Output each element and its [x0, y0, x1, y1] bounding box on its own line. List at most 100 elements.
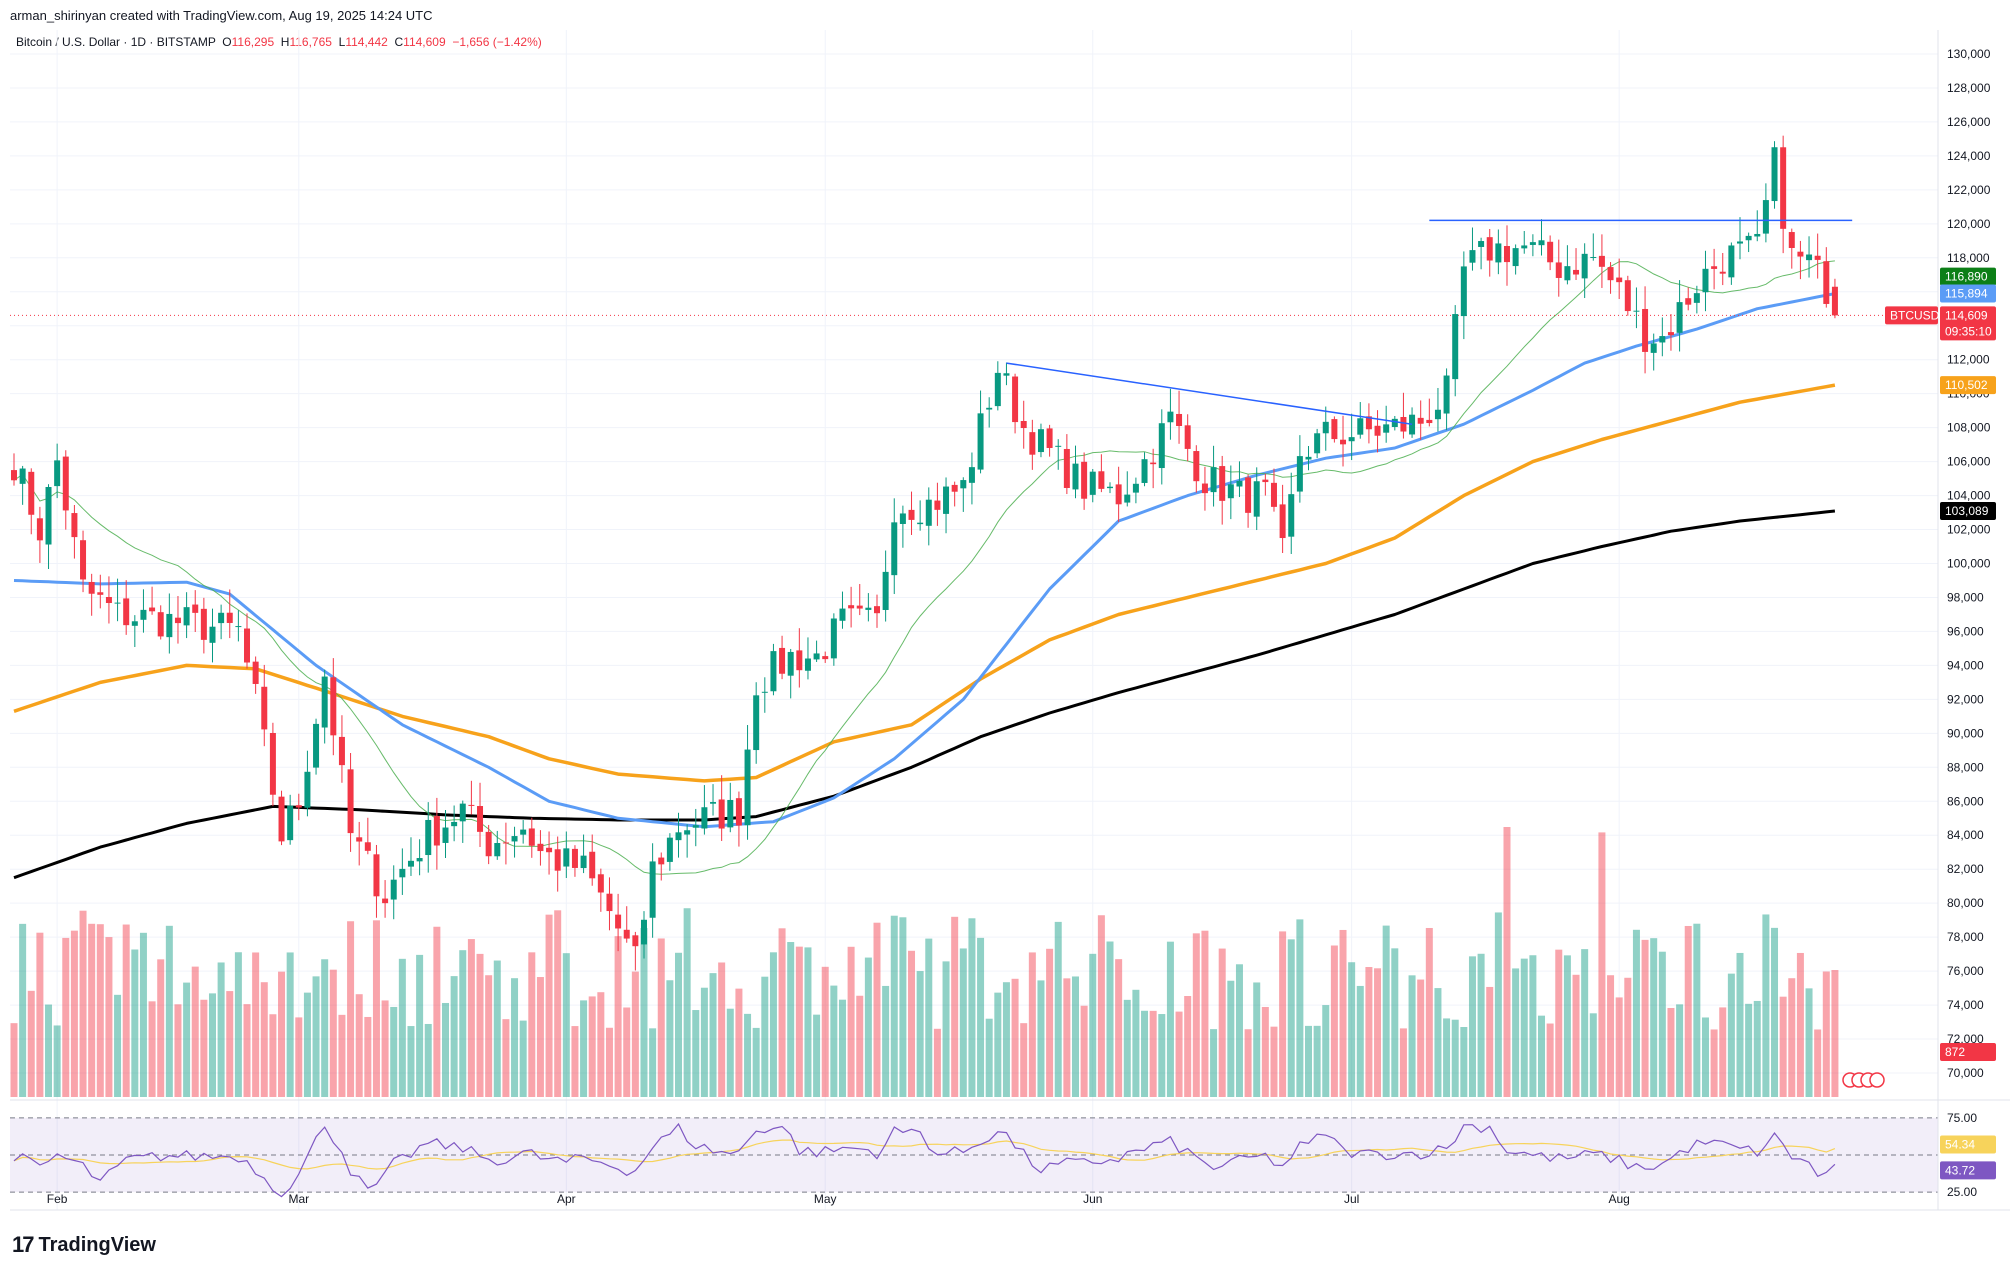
volume-bar: [1002, 982, 1010, 1097]
volume-bar: [1339, 929, 1347, 1097]
candle-body: [1434, 409, 1441, 420]
volume-bar: [951, 916, 959, 1097]
candle-body: [192, 604, 199, 613]
candle-body: [269, 732, 276, 795]
candle-body: [666, 837, 673, 862]
candle-body: [1296, 456, 1303, 492]
candle-body: [960, 480, 967, 489]
grid-lines: [10, 30, 1938, 1210]
tradingview-logo[interactable]: 17 TradingView: [12, 1232, 156, 1258]
volume-bar: [1589, 1013, 1597, 1097]
candle-body: [899, 513, 906, 524]
volume-bar: [1745, 1003, 1753, 1097]
candle-body: [1193, 451, 1200, 482]
candle-body: [36, 518, 43, 541]
price-tick-label: 70,000: [1947, 1066, 1984, 1080]
candle-body: [1762, 200, 1769, 234]
volume-bar: [675, 952, 683, 1097]
candle-body: [433, 816, 440, 846]
volume-tag: 872: [1945, 1045, 1965, 1059]
volume-bar: [1710, 1029, 1718, 1097]
candle-body: [1728, 245, 1735, 278]
price-tick-label: 74,000: [1947, 998, 1984, 1012]
volume-bar: [329, 969, 337, 1097]
volume-bar: [1727, 973, 1735, 1097]
volume-bar: [864, 957, 872, 1097]
trendlines: [1006, 219, 1853, 425]
symbol-tag: BTCUSD: [1890, 308, 1940, 322]
volume-bar: [157, 959, 165, 1097]
candle-body: [1357, 418, 1364, 435]
price-tick-label: 92,000: [1947, 692, 1984, 706]
candle-body: [1236, 480, 1243, 487]
price-tick-label: 106,000: [1947, 455, 1991, 469]
volume-bar: [1572, 974, 1580, 1097]
volume-bar: [70, 930, 78, 1097]
attribution-text: arman_shirinyan created with TradingView…: [10, 8, 433, 23]
volume-bar: [208, 993, 216, 1097]
time-tick-label: May: [814, 1192, 837, 1206]
volume-bar: [1227, 980, 1235, 1097]
candle-body: [252, 661, 259, 684]
price-tick-label: 104,000: [1947, 489, 1991, 503]
volume-bar: [1097, 915, 1105, 1097]
candle-body: [123, 598, 130, 626]
candle-body: [1348, 437, 1355, 442]
volume-bar: [649, 1028, 657, 1097]
volume-bar: [1538, 1015, 1546, 1097]
volume-bar: [1520, 958, 1528, 1097]
volume-bar: [1054, 921, 1062, 1097]
volume-bar: [1546, 1023, 1554, 1097]
candle-body: [1426, 419, 1433, 424]
volume-bar: [778, 928, 786, 1097]
price-tick-label: 96,000: [1947, 624, 1984, 638]
volume-bar: [442, 1002, 449, 1097]
candle-body: [1322, 421, 1329, 434]
candle-body: [520, 829, 527, 835]
volume-bar: [1089, 953, 1097, 1097]
volume-bar: [1132, 989, 1140, 1097]
candle-body: [1676, 302, 1683, 333]
price-tick-label: 118,000: [1947, 251, 1990, 265]
price-tick-label: 100,000: [1947, 557, 1991, 571]
ma20-line: [13, 260, 1835, 875]
candle-body: [710, 802, 717, 804]
candle-body: [416, 858, 423, 862]
candle-body: [1495, 243, 1502, 263]
volume-bar: [1719, 1007, 1727, 1097]
candle-body: [338, 736, 345, 766]
candle-body: [494, 843, 501, 857]
candle-body: [796, 650, 803, 671]
candle-body: [287, 805, 294, 841]
candle-body: [19, 468, 26, 484]
volume-bar: [260, 982, 268, 1097]
candle-body: [330, 677, 337, 736]
candle-body: [1184, 425, 1191, 449]
time-tick-label: Aug: [1609, 1192, 1630, 1206]
close-key: C: [394, 35, 404, 49]
candle-body: [1788, 232, 1795, 249]
volume-bar: [19, 923, 27, 1097]
volume-bar: [10, 1023, 18, 1097]
symbol-name[interactable]: Bitcoin / U.S. Dollar · 1D · BITSTAMP: [16, 35, 216, 49]
volume-bar: [804, 947, 812, 1097]
candle-body: [804, 658, 811, 671]
volume-bar: [174, 1004, 182, 1097]
candle-body: [813, 653, 820, 660]
price-tick-label: 124,000: [1947, 149, 1991, 163]
price-tag-bg: [1940, 284, 1996, 303]
candle-body: [1409, 414, 1416, 435]
volume-bar: [450, 976, 458, 1097]
price-tick-label: 126,000: [1947, 115, 1991, 129]
candle-body: [943, 486, 950, 514]
countdown-timer: 09:35:10: [1945, 324, 1992, 338]
candle-body: [649, 861, 656, 918]
volume-bar: [476, 953, 484, 1097]
candle-body: [753, 695, 760, 751]
candle-body: [1745, 235, 1752, 241]
candle-body: [1391, 418, 1398, 427]
volume-bar: [562, 953, 570, 1097]
volume-bar: [528, 952, 536, 1097]
volume-bar: [1676, 1004, 1684, 1097]
